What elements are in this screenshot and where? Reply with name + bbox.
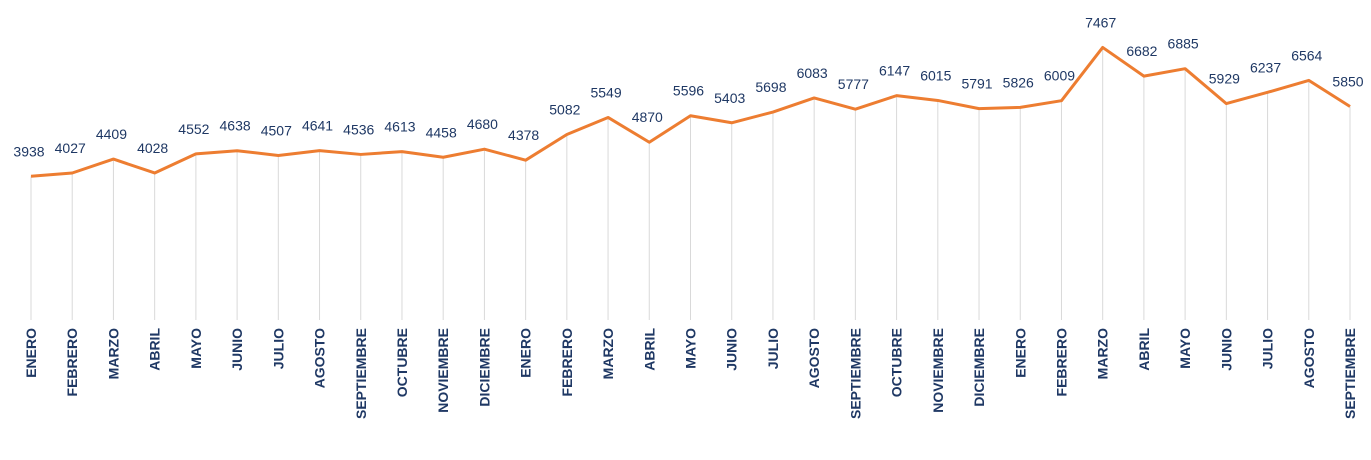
x-tick-label: JUNIO xyxy=(229,328,245,371)
x-tick-label: AGOSTO xyxy=(1301,328,1317,389)
data-label: 6009 xyxy=(1044,68,1075,84)
data-label: 4638 xyxy=(220,118,251,134)
data-label: 6237 xyxy=(1250,59,1281,75)
x-tick-label: JUNIO xyxy=(724,328,740,371)
line-series xyxy=(30,45,1351,178)
x-tick-label: ENERO xyxy=(518,328,534,378)
x-tick-label: MAYO xyxy=(1177,328,1193,369)
data-label: 5929 xyxy=(1209,71,1240,87)
data-label: 5850 xyxy=(1332,73,1363,89)
x-tick-label: AGOSTO xyxy=(806,328,822,389)
data-label: 6083 xyxy=(797,65,828,81)
x-tick-label: JULIO xyxy=(765,328,781,369)
data-label: 7467 xyxy=(1085,14,1116,30)
data-label: 4027 xyxy=(55,140,86,156)
x-tick-label: MARZO xyxy=(600,328,616,379)
x-tick-label: OCTUBRE xyxy=(889,328,905,397)
data-label: 6015 xyxy=(920,67,951,83)
data-label: 4458 xyxy=(426,124,457,140)
x-tick-label: NOVIEMBRE xyxy=(435,328,451,413)
x-tick-label: JULIO xyxy=(1260,328,1276,369)
data-label: 5698 xyxy=(755,79,786,95)
x-tick-label: MARZO xyxy=(105,328,121,379)
x-tick-label: AGOSTO xyxy=(312,328,328,389)
x-tick-label: MARZO xyxy=(1095,328,1111,379)
data-label: 4028 xyxy=(137,140,168,156)
data-label: 4641 xyxy=(302,118,333,134)
data-label: 5403 xyxy=(714,90,745,106)
data-label: 6682 xyxy=(1126,43,1157,59)
x-tick-label: DICIEMBRE xyxy=(971,328,987,407)
data-label: 4870 xyxy=(632,109,663,125)
x-tick-label: JULIO xyxy=(270,328,286,369)
x-tick-label: NOVIEMBRE xyxy=(930,328,946,413)
data-label: 5596 xyxy=(673,83,704,99)
data-label: 6564 xyxy=(1291,47,1322,63)
data-label: 3938 xyxy=(13,143,44,159)
data-label: 4680 xyxy=(467,116,498,132)
x-tick-label: MAYO xyxy=(188,328,204,369)
x-tick-label: SEPTIEMBRE xyxy=(847,328,863,419)
x-tick-label: SEPTIEMBRE xyxy=(353,328,369,419)
data-label: 4507 xyxy=(261,122,292,138)
x-tick-label: FEBRERO xyxy=(1053,328,1069,397)
x-tick-label: ENERO xyxy=(23,328,39,378)
data-label: 4613 xyxy=(384,119,415,135)
x-tick-label: OCTUBRE xyxy=(394,328,410,397)
data-label: 5826 xyxy=(1003,74,1034,90)
x-tick-label: ENERO xyxy=(1012,328,1028,378)
x-tick-label: ABRIL xyxy=(641,328,657,371)
data-label: 4536 xyxy=(343,121,374,137)
data-label: 4409 xyxy=(96,126,127,142)
x-tick-label: ABRIL xyxy=(147,328,163,371)
x-tick-label: DICIEMBRE xyxy=(476,328,492,407)
data-label: 6885 xyxy=(1168,36,1199,52)
x-tick-label: ABRIL xyxy=(1136,328,1152,371)
data-label: 5777 xyxy=(838,76,869,92)
x-tick-label: SEPTIEMBRE xyxy=(1342,328,1358,419)
x-tick-label: FEBRERO xyxy=(559,328,575,397)
data-label: 6147 xyxy=(879,63,910,79)
x-tick-label: FEBRERO xyxy=(64,328,80,397)
x-tick-label: MAYO xyxy=(683,328,699,369)
data-label: 4378 xyxy=(508,127,539,143)
data-label: 5549 xyxy=(590,84,621,100)
data-label: 5082 xyxy=(549,102,580,118)
data-label: 4552 xyxy=(178,121,209,137)
data-label: 5791 xyxy=(961,76,992,92)
x-tick-label: JUNIO xyxy=(1218,328,1234,371)
